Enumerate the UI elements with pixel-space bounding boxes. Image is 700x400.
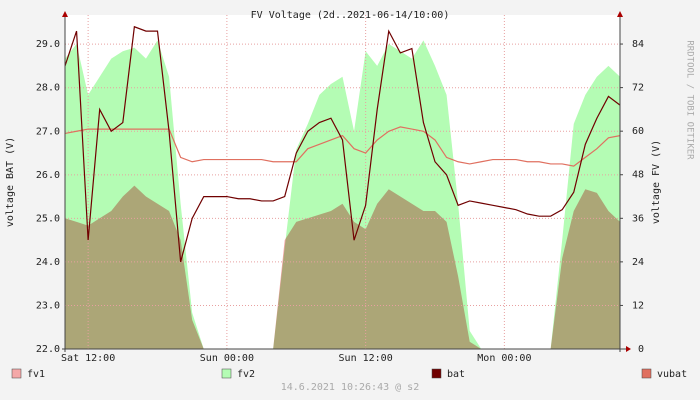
legend-swatch — [221, 368, 232, 379]
y-tick-label: 22.0 — [36, 344, 60, 355]
legend-label: fv1 — [27, 369, 45, 380]
y-tick-label: 23.0 — [36, 300, 60, 311]
y2-tick-label: 0 — [638, 344, 644, 355]
y-axis-label: voltage BAT (V) — [5, 137, 16, 227]
x-tick-label: Mon 00:00 — [477, 353, 531, 364]
x-tick-label: Sun 12:00 — [339, 353, 393, 364]
y-tick-label: 27.0 — [36, 126, 60, 137]
y2-tick-label: 12 — [632, 300, 644, 311]
axis-arrow — [626, 346, 631, 352]
line — [64, 25, 621, 263]
y2-tick-label: 24 — [632, 257, 644, 268]
chart-title: FV Voltage (2d..2021-06-14/10:00) — [251, 10, 450, 21]
legend-label: fv2 — [237, 369, 255, 380]
y-tick-label: 24.0 — [36, 257, 60, 268]
y2-tick-label: 72 — [632, 83, 644, 94]
y2-tick-label: 48 — [632, 170, 644, 181]
y2-tick-label: 84 — [632, 39, 644, 50]
area — [65, 185, 620, 349]
y2-tick-label: 60 — [632, 126, 644, 137]
y-tick-label: 26.0 — [36, 170, 60, 181]
legend-swatch — [11, 368, 22, 379]
footer: 14.6.2021 10:26:43 @ s2 — [281, 382, 419, 393]
legend-swatch — [431, 368, 442, 379]
y-tick-label: 28.0 — [36, 83, 60, 94]
area — [65, 40, 620, 349]
y2-axis-label: voltage FV (V) — [651, 140, 662, 224]
x-tick-label: Sun 00:00 — [200, 353, 254, 364]
y-tick-label: 25.0 — [36, 213, 60, 224]
line — [64, 126, 621, 167]
watermark: RRDTOOL / TOBI OETIKER — [685, 40, 695, 160]
legend-swatch — [641, 368, 652, 379]
legend-label: vubat — [657, 369, 687, 380]
y2-tick-label: 36 — [632, 213, 644, 224]
x-tick-label: Sat 12:00 — [61, 353, 115, 364]
y-tick-label: 29.0 — [36, 39, 60, 50]
legend-label: bat — [447, 369, 465, 380]
axis-arrow — [62, 11, 68, 17]
axis-arrow — [617, 11, 623, 17]
